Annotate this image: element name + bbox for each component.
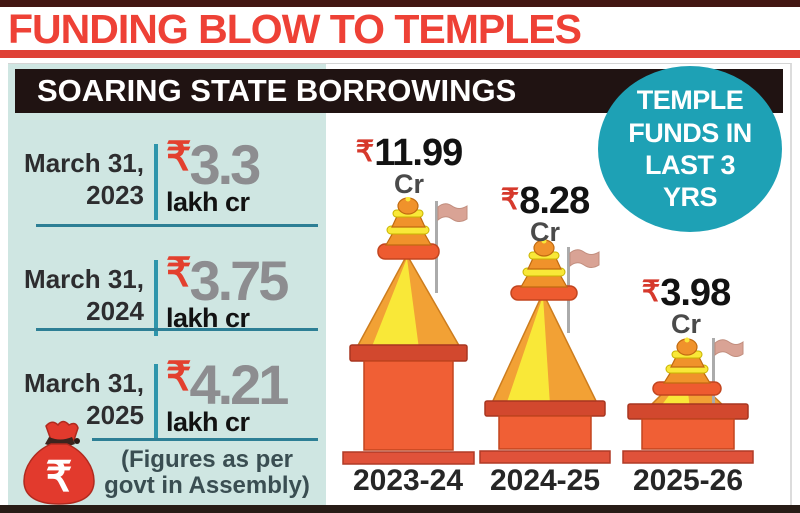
- borrowing-date: March 31, 2024: [18, 264, 144, 327]
- title-underline: [0, 50, 800, 58]
- badge-line: TEMPLE: [636, 85, 744, 116]
- divider-bar: [154, 260, 158, 336]
- rupee-symbol: ₹: [355, 136, 375, 168]
- rupee-symbol: ₹: [166, 135, 192, 179]
- fund-label-2023-24: ₹11.99 Cr: [355, 132, 463, 200]
- temple-funds-badge: TEMPLE FUNDS IN LAST 3 YRS: [598, 66, 782, 232]
- flag-icon: [437, 203, 468, 222]
- date-line: March 31,: [24, 148, 144, 178]
- badge-line: LAST 3: [644, 150, 736, 180]
- borrowing-amount: 4.21: [189, 353, 289, 416]
- money-bag-icon: ₹: [23, 420, 95, 505]
- divider-bar: [154, 144, 158, 220]
- borrowing-row-2024: March 31, 2024 ₹3.75 lakh cr: [18, 249, 318, 340]
- badge-line: YRS: [662, 182, 718, 213]
- chart-panel: SOARING STATE BORROWINGS TEMPLE FUNDS IN…: [8, 63, 792, 506]
- flag-icon: [714, 339, 744, 357]
- bottom-border-bar: [0, 505, 800, 513]
- rupee-symbol: ₹: [46, 453, 73, 500]
- date-year: 2025: [86, 399, 144, 430]
- borrowing-amount: 3.3: [189, 133, 261, 196]
- year-label: 2025-26: [632, 464, 744, 497]
- borrowing-value: ₹4.21 lakh cr: [166, 352, 289, 438]
- flag-pole: [712, 338, 715, 404]
- rupee-symbol: ₹: [166, 355, 192, 399]
- borrowing-date: March 31, 2023: [18, 148, 144, 211]
- badge-line: FUNDS IN: [628, 117, 752, 148]
- fund-label-2025-26: ₹3.98 Cr: [641, 272, 731, 340]
- borrowing-date: March 31, 2025: [18, 368, 144, 431]
- fund-label-2024-25: ₹8.28 Cr: [500, 180, 590, 248]
- rupee-symbol: ₹: [641, 276, 661, 308]
- flag-icon: [569, 249, 600, 268]
- footnote-line: (Figures as per: [120, 446, 294, 473]
- rupee-symbol: ₹: [500, 184, 520, 216]
- rupee-symbol: ₹: [166, 251, 192, 295]
- fund-unit: Cr: [393, 169, 425, 199]
- top-border-bar: [0, 0, 800, 7]
- footnote-separator: [92, 438, 318, 441]
- borrowing-unit: lakh cr: [166, 407, 250, 437]
- borrowing-value: ₹3.3 lakh cr: [166, 132, 261, 218]
- year-label: 2024-25: [489, 464, 601, 497]
- date-line: March 31,: [24, 264, 144, 294]
- fund-unit: Cr: [529, 217, 561, 247]
- page-title: FUNDING BLOW TO TEMPLES: [8, 6, 582, 52]
- temple-icon-medium: [479, 239, 611, 464]
- borrowing-row-2025: March 31, 2025 ₹4.21 lakh cr: [18, 353, 318, 444]
- fund-unit: Cr: [670, 309, 702, 339]
- borrowing-row-2023: March 31, 2023 ₹3.3 lakh cr: [18, 133, 318, 224]
- footnote: (Figures as per govt in Assembly): [96, 446, 318, 500]
- footnote-line: govt in Assembly): [104, 472, 310, 500]
- fund-amount: 11.99: [374, 132, 463, 174]
- row-separator: [36, 328, 318, 331]
- date-line: March 31,: [24, 368, 144, 398]
- temple-icon-small: [622, 337, 754, 464]
- fund-amount: 3.98: [660, 272, 731, 314]
- row-separator: [36, 224, 318, 227]
- date-year: 2024: [86, 295, 144, 326]
- year-label: 2023-24: [352, 464, 464, 497]
- temple-icon-large: [342, 197, 475, 465]
- borrowing-value: ₹3.75 lakh cr: [166, 248, 289, 334]
- fund-amount: 8.28: [519, 180, 590, 222]
- borrowing-amount: 3.75: [189, 249, 289, 312]
- divider-bar: [154, 364, 158, 440]
- date-year: 2023: [86, 179, 144, 210]
- borrowing-unit: lakh cr: [166, 187, 250, 217]
